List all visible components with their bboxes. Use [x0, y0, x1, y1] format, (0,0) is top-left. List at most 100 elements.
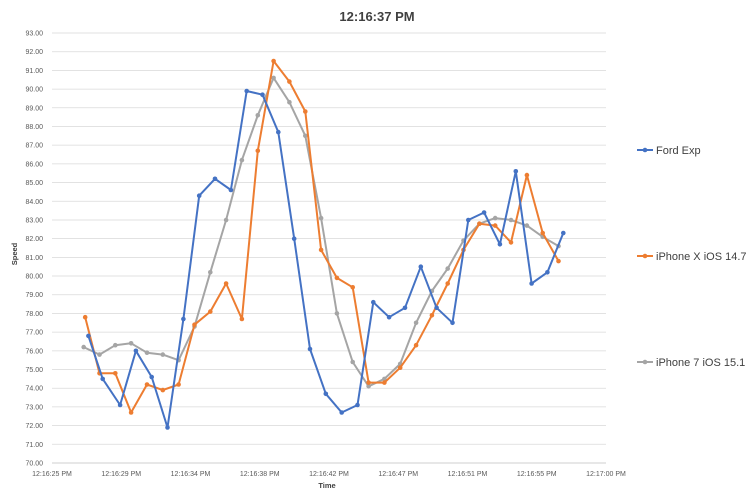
data-point [350, 359, 356, 365]
y-tick-label: 75.00 [25, 367, 43, 374]
data-point [223, 217, 229, 223]
y-tick-label: 93.00 [25, 31, 43, 38]
data-point [82, 314, 88, 320]
y-tick-label: 71.00 [25, 442, 43, 449]
data-point [334, 275, 340, 281]
data-point [81, 344, 86, 350]
y-tick-label: 86.00 [25, 161, 43, 168]
data-point [418, 264, 424, 270]
y-axis-tick-labels: 70.00 71.00 72.00 73.00 74.00 75.00 76.00 77.00… [25, 31, 43, 468]
data-point [307, 346, 313, 352]
x-tick-label: 12:16:34 PM [171, 471, 211, 478]
x-tick-label: 12:16:51 PM [448, 471, 488, 478]
data-point [196, 193, 202, 198]
x-axis-title: Time [318, 481, 335, 490]
legend-label: iPhone X iOS 14.7 [656, 251, 747, 263]
data-point [276, 129, 281, 135]
data-point [466, 217, 471, 223]
data-point [355, 402, 360, 408]
data-point [477, 221, 482, 226]
data-point [492, 223, 498, 228]
data-point [223, 281, 229, 286]
y-tick-label: 83.00 [25, 217, 43, 224]
series-line [83, 76, 560, 388]
data-point [113, 371, 118, 376]
data-point [165, 425, 170, 430]
x-tick-label: 12:16:47 PM [378, 471, 418, 478]
y-tick-label: 73.00 [25, 404, 43, 411]
data-point [144, 350, 150, 356]
data-point [445, 266, 451, 271]
data-point [371, 299, 376, 305]
data-point [556, 258, 561, 264]
y-tick-label: 82.00 [25, 236, 43, 243]
y-tick-label: 78.00 [25, 311, 43, 318]
data-point [323, 391, 329, 397]
data-point [429, 313, 435, 318]
data-point [255, 148, 261, 154]
data-point [128, 410, 134, 415]
series-iphone-7-ios-15-1 [81, 75, 561, 389]
data-point [339, 410, 345, 415]
data-point [271, 58, 276, 64]
data-point [413, 342, 419, 348]
data-point [450, 320, 455, 326]
data-point [208, 309, 213, 314]
data-point [239, 157, 245, 163]
data-point [545, 270, 550, 275]
data-point [524, 172, 530, 178]
y-tick-label: 72.00 [25, 423, 43, 430]
data-point [366, 384, 371, 389]
data-point [287, 99, 292, 105]
data-point [508, 240, 514, 245]
data-point [260, 92, 265, 97]
x-tick-label: 12:16:42 PM [309, 471, 349, 478]
data-point [382, 380, 387, 385]
legend-item: iPhone X iOS 14.7 [637, 251, 747, 263]
data-point [303, 133, 308, 139]
data-point [160, 352, 166, 357]
x-tick-label: 12:17:00 PM [586, 471, 626, 478]
data-point [513, 169, 519, 174]
data-point [176, 382, 181, 387]
data-point [445, 281, 451, 286]
data-point [100, 376, 105, 382]
data-point [128, 341, 134, 346]
series-lines [81, 58, 566, 430]
data-point [529, 281, 534, 286]
data-point [97, 352, 102, 357]
data-point [402, 305, 408, 311]
data-point [228, 187, 234, 193]
x-tick-label: 12:16:55 PM [517, 471, 557, 478]
gridlines [52, 32, 606, 445]
data-point [287, 79, 292, 84]
y-tick-label: 92.00 [25, 49, 43, 56]
legend-label: Ford Exp [656, 145, 701, 157]
legend: Ford Exp iPhone X iOS 14.7 iPhone 7 iOS 15… [637, 145, 747, 369]
y-tick-label: 77.00 [25, 330, 43, 337]
data-point [113, 342, 118, 348]
data-point [413, 320, 419, 326]
data-point [181, 316, 186, 322]
data-point [434, 305, 439, 311]
legend-swatch-marker [642, 147, 648, 153]
data-point [133, 348, 139, 354]
y-tick-label: 89.00 [25, 105, 43, 112]
y-tick-label: 76.00 [25, 348, 43, 355]
data-point [492, 215, 498, 221]
y-tick-label: 70.00 [25, 461, 43, 468]
data-point [366, 380, 371, 385]
y-tick-label: 74.00 [25, 386, 43, 393]
data-point [386, 314, 392, 320]
data-point [481, 210, 487, 215]
series-line [84, 60, 560, 414]
y-tick-label: 91.00 [25, 68, 43, 75]
legend-label: iPhone 7 iOS 15.1 [656, 357, 745, 369]
y-tick-label: 85.00 [25, 180, 43, 187]
data-point [334, 311, 340, 316]
series-ford-exp [86, 88, 566, 430]
data-point [117, 402, 123, 408]
data-point [149, 374, 154, 380]
